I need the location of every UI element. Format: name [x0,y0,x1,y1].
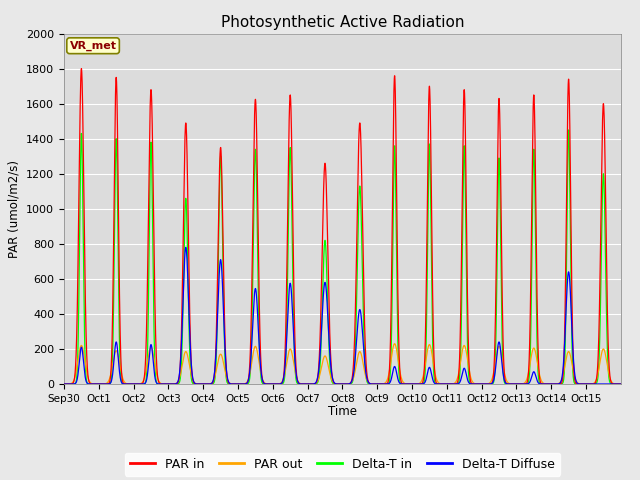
Y-axis label: PAR (umol/m2/s): PAR (umol/m2/s) [8,160,20,258]
Legend: PAR in, PAR out, Delta-T in, Delta-T Diffuse: PAR in, PAR out, Delta-T in, Delta-T Dif… [125,453,560,476]
X-axis label: Time: Time [328,405,357,418]
Title: Photosynthetic Active Radiation: Photosynthetic Active Radiation [221,15,464,30]
Text: VR_met: VR_met [70,41,116,51]
